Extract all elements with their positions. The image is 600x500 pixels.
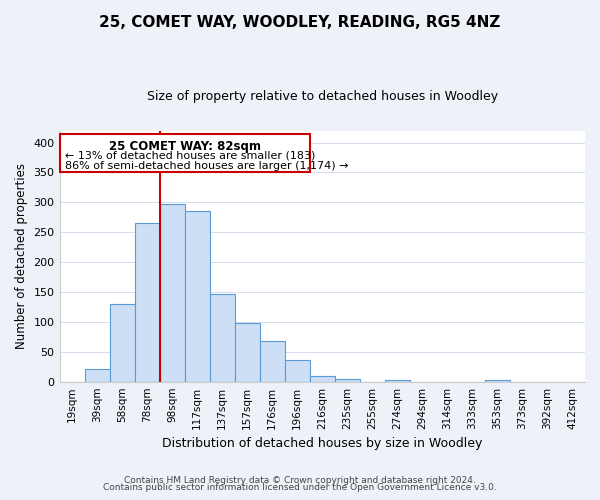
Bar — [134, 223, 160, 382]
Text: 86% of semi-detached houses are larger (1,174) →: 86% of semi-detached houses are larger (… — [65, 161, 348, 171]
Text: ← 13% of detached houses are smaller (183): ← 13% of detached houses are smaller (18… — [65, 150, 315, 160]
Bar — [285, 360, 310, 382]
Bar — [209, 294, 235, 382]
Bar — [235, 323, 260, 382]
Y-axis label: Number of detached properties: Number of detached properties — [15, 163, 28, 349]
Bar — [485, 380, 510, 382]
Bar — [260, 341, 285, 382]
Text: Contains HM Land Registry data © Crown copyright and database right 2024.: Contains HM Land Registry data © Crown c… — [124, 476, 476, 485]
Text: Contains public sector information licensed under the Open Government Licence v3: Contains public sector information licen… — [103, 484, 497, 492]
Bar — [310, 376, 335, 382]
Bar — [160, 204, 185, 382]
Text: 25 COMET WAY: 82sqm: 25 COMET WAY: 82sqm — [109, 140, 260, 152]
Bar — [335, 378, 360, 382]
Bar — [110, 304, 134, 382]
Title: Size of property relative to detached houses in Woodley: Size of property relative to detached ho… — [147, 90, 498, 103]
X-axis label: Distribution of detached houses by size in Woodley: Distribution of detached houses by size … — [162, 437, 482, 450]
Text: 25, COMET WAY, WOODLEY, READING, RG5 4NZ: 25, COMET WAY, WOODLEY, READING, RG5 4NZ — [100, 15, 500, 30]
Bar — [385, 380, 410, 382]
Bar — [85, 368, 110, 382]
FancyBboxPatch shape — [59, 134, 310, 172]
Bar — [185, 212, 209, 382]
